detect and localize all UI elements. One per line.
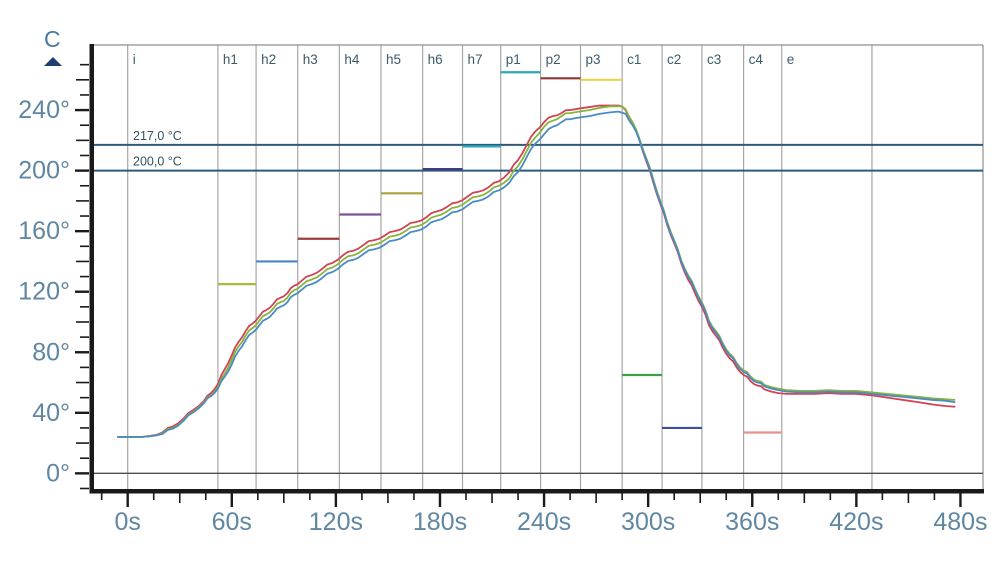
- x-tick-label: 300s: [621, 508, 675, 536]
- zone-label-h5: h5: [386, 52, 401, 67]
- zone-label-c2: c2: [667, 52, 681, 67]
- zone-label-h4: h4: [344, 52, 360, 67]
- zone-label-h7: h7: [468, 52, 483, 67]
- series-sensor-green: [117, 105, 956, 438]
- zone-label-h2: h2: [261, 52, 276, 67]
- x-tick-label: 180s: [413, 508, 467, 536]
- zone-label-c3: c3: [707, 52, 721, 67]
- zone-label-h3: h3: [303, 52, 318, 67]
- y-tick-label: 0°: [46, 459, 70, 487]
- series-sensor-red: [117, 104, 956, 438]
- y-axis-up-arrow-icon: [44, 57, 62, 66]
- y-axis-unit-label: C: [44, 26, 62, 52]
- y-tick-label: 200°: [18, 157, 70, 185]
- ref-line-label-200: 200,0 °C: [133, 155, 182, 169]
- x-tick-label: 120s: [309, 508, 363, 536]
- x-tick-label: 60s: [212, 508, 252, 536]
- x-tick-label: 0s: [114, 508, 140, 536]
- series-sensor-blue: [117, 110, 956, 438]
- x-tick-label: 240s: [517, 508, 571, 536]
- x-tick-label: 360s: [725, 508, 779, 536]
- zone-label-c4: c4: [749, 52, 764, 67]
- ref-line-label-217: 217,0 °C: [133, 129, 182, 143]
- zone-label-e: e: [787, 52, 795, 67]
- y-tick-label: 240°: [18, 96, 70, 124]
- y-tick-label: 80°: [32, 338, 70, 366]
- zone-label-h1: h1: [223, 52, 238, 67]
- x-axis-spine: [89, 489, 984, 494]
- zone-label-i: i: [133, 52, 136, 67]
- x-tick-label: 480s: [933, 508, 987, 536]
- zone-label-h6: h6: [428, 52, 443, 67]
- zone-label-c1: c1: [627, 52, 641, 67]
- zone-label-p2: p2: [546, 52, 561, 67]
- zone-label-p3: p3: [586, 52, 601, 67]
- y-tick-label: 160°: [18, 217, 70, 245]
- x-tick-label: 420s: [829, 508, 883, 536]
- zone-label-p1: p1: [506, 52, 521, 67]
- y-tick-label: 40°: [32, 399, 70, 427]
- y-tick-label: 120°: [18, 278, 70, 306]
- y-axis-spine: [89, 44, 94, 493]
